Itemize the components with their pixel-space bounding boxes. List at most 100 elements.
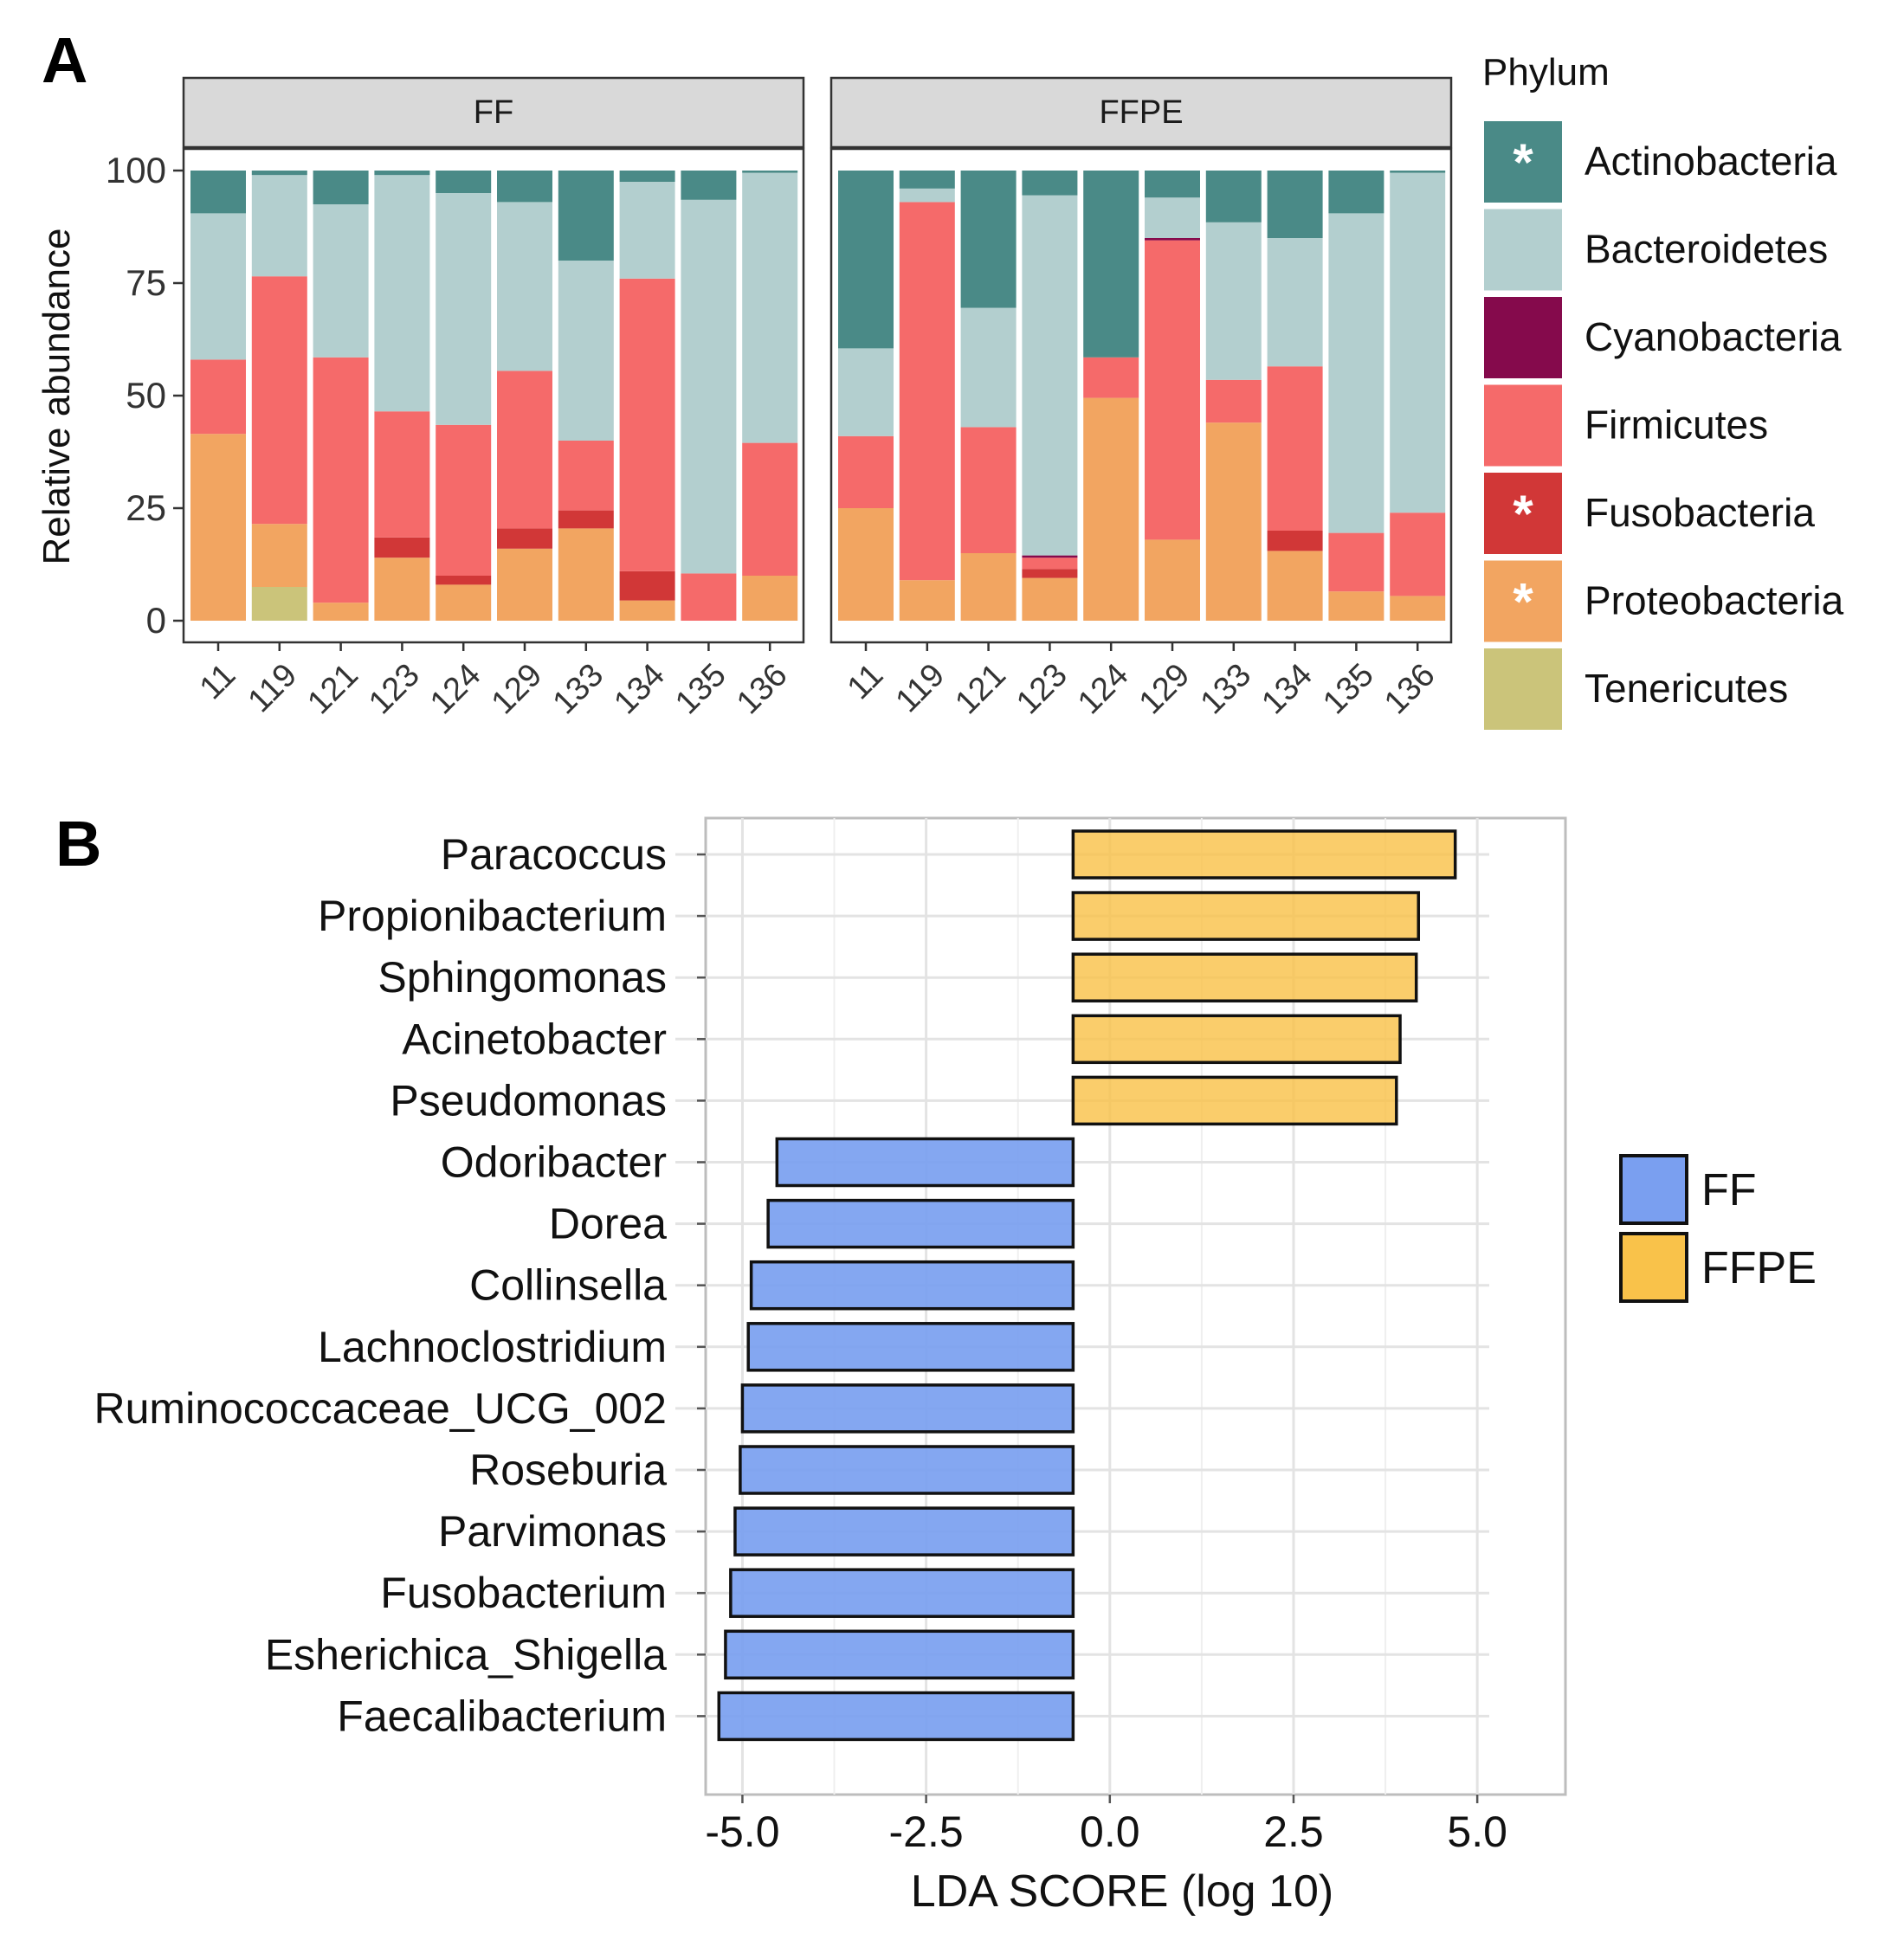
legend-label: Fusobacteria <box>1585 490 1815 535</box>
bar-segment-firmicutes-134 <box>619 278 675 571</box>
bar-segment-proteobacteria-124 <box>1083 397 1139 621</box>
legend-swatch-actinobacteria <box>1484 121 1562 203</box>
bar-segment-proteobacteria-136 <box>742 576 798 621</box>
legend-item-firmicutes: Firmicutes <box>1484 384 1768 467</box>
x-tick-label: 123 <box>362 657 427 722</box>
x-tick-label: 2.5 <box>1263 1808 1324 1856</box>
bar-segment-bacteroidetes-133 <box>558 261 614 441</box>
lda-bar-sphingomonas <box>1071 952 1418 1002</box>
bar-segment-actinobacteria-133 <box>558 171 614 261</box>
legend-label: Bacteroidetes <box>1585 227 1828 272</box>
bar-segment-actinobacteria-121 <box>313 171 369 204</box>
bar-segment-firmicutes-135 <box>1328 532 1384 592</box>
x-tick-label: 135 <box>1316 657 1381 722</box>
panel-b-label: B <box>55 808 101 880</box>
legend-item-ff: FF <box>1619 1154 1757 1225</box>
bar-segment-firmicutes-129 <box>1145 240 1200 540</box>
bar-segment-fusobacteria-133 <box>558 510 614 529</box>
bar-segment-proteobacteria-136 <box>1390 596 1446 621</box>
x-tick-label: 136 <box>730 657 795 722</box>
bar-segment-actinobacteria-119 <box>251 171 307 176</box>
legend-swatch-tenericutes <box>1484 648 1562 730</box>
category-label: Fusobacterium <box>380 1569 667 1617</box>
facet-label: FF <box>474 94 513 131</box>
bar-segment-bacteroidetes-123 <box>374 175 430 412</box>
bar-segment-bacteroidetes-129 <box>1145 197 1200 238</box>
bar-segment-actinobacteria-133 <box>1205 171 1262 222</box>
bar-segment-firmicutes-123 <box>374 411 430 538</box>
bar-segment-actinobacteria-11 <box>838 171 894 349</box>
x-tick-label: -2.5 <box>889 1808 964 1856</box>
x-tick-label: 133 <box>546 657 611 722</box>
legend-swatch-firmicutes <box>1484 384 1562 467</box>
x-tick-label: 119 <box>242 657 305 720</box>
bar-segment-proteobacteria-121 <box>313 603 369 621</box>
bar-segment-bacteroidetes-119 <box>251 175 307 277</box>
x-axis-title: LDA SCORE (log 10) <box>911 1866 1333 1917</box>
bar-segment-actinobacteria-123 <box>1022 171 1078 196</box>
bar-segment-fusobacteria-129 <box>497 528 552 549</box>
bar-segment-firmicutes-136 <box>1390 512 1446 596</box>
bar-segment-firmicutes-129 <box>497 371 552 529</box>
legend-item-ffpe: FFPE <box>1619 1232 1817 1303</box>
legend-item-proteobacteria: * Proteobacteria <box>1484 560 1844 642</box>
x-tick-label: 11 <box>193 657 243 707</box>
bar-segment-proteobacteria-119 <box>251 524 307 587</box>
lda-bar-lachnoclostridium <box>746 1322 1075 1372</box>
legend-item-bacteroidetes: Bacteroidetes <box>1484 209 1828 291</box>
bar-segment-proteobacteria-135 <box>1328 591 1384 621</box>
bar-segment-bacteroidetes-135 <box>681 199 737 574</box>
bar-segment-bacteroidetes-119 <box>899 188 955 203</box>
x-tick-label: 123 <box>1010 657 1075 722</box>
bar-segment-firmicutes-133 <box>1205 379 1262 423</box>
phylum-legend: Phylum * Actinobacteria Bacteroidetes Cyanob… <box>1482 51 1844 730</box>
bar-segment-proteobacteria-134 <box>619 600 675 621</box>
bar-segment-bacteroidetes-136 <box>742 172 798 443</box>
legend-title: Phylum <box>1482 51 1610 93</box>
x-tick-label: 134 <box>1255 657 1320 722</box>
bar-segment-proteobacteria-119 <box>899 580 955 621</box>
bar-segment-bacteroidetes-123 <box>1022 195 1078 556</box>
bar-segment-actinobacteria-123 <box>374 171 430 176</box>
legend-label: Proteobacteria <box>1585 578 1844 623</box>
asterisk-icon: * <box>1513 133 1533 191</box>
bar-segment-bacteroidetes-134 <box>619 182 675 279</box>
y-tick-label: 50 <box>126 375 166 416</box>
category-label: Esherichica_Shigella <box>265 1630 667 1679</box>
y-tick-label: 0 <box>146 600 166 641</box>
bar-segment-proteobacteria-121 <box>960 553 1017 621</box>
bar-segment-actinobacteria-124 <box>436 171 492 193</box>
bar-segment-actinobacteria-121 <box>960 171 1017 308</box>
bar-segment-firmicutes-121 <box>960 427 1017 553</box>
bar-segment-proteobacteria-134 <box>1267 551 1323 621</box>
legend-label: FFPE <box>1701 1243 1817 1293</box>
x-tick-label: 121 <box>948 657 1013 722</box>
category-label: Lachnoclostridium <box>318 1323 667 1371</box>
x-tick-label: -5.0 <box>705 1808 779 1856</box>
legend-label: FF <box>1701 1165 1757 1215</box>
legend-label: Cyanobacteria <box>1585 314 1842 359</box>
lda-bar-collinsella <box>749 1260 1075 1311</box>
facet-strip <box>829 76 1453 149</box>
x-tick-label: 134 <box>607 657 672 722</box>
legend-label: Tenericutes <box>1585 666 1788 711</box>
bar-segment-firmicutes-121 <box>313 357 369 603</box>
x-tick-label: 121 <box>300 657 365 722</box>
legend-label: Actinobacteria <box>1585 139 1837 184</box>
stacked-abundance-chart: FF11119121123124129133134135136FFPE11119… <box>35 76 1453 722</box>
lda-bar-ruminococcaceae-ucg-002 <box>740 1383 1075 1434</box>
category-label: Odoribacter <box>441 1138 667 1187</box>
x-tick-label: 133 <box>1194 657 1259 722</box>
x-tick-label: 136 <box>1378 657 1443 722</box>
bar-segment-actinobacteria-136 <box>742 171 798 173</box>
bar-segment-fusobacteria-134 <box>619 570 675 601</box>
category-label: Ruminococcaceae_UCG_002 <box>94 1384 667 1433</box>
bar-segment-fusobacteria-124 <box>436 576 492 585</box>
category-label: Sphingomonas <box>378 953 667 1002</box>
category-label: Faecalibacterium <box>337 1692 667 1740</box>
bar-segment-proteobacteria-133 <box>1205 422 1262 621</box>
lda-bar-propionibacterium <box>1071 891 1421 941</box>
bar-segment-cyanobacteria-123 <box>1022 555 1078 558</box>
